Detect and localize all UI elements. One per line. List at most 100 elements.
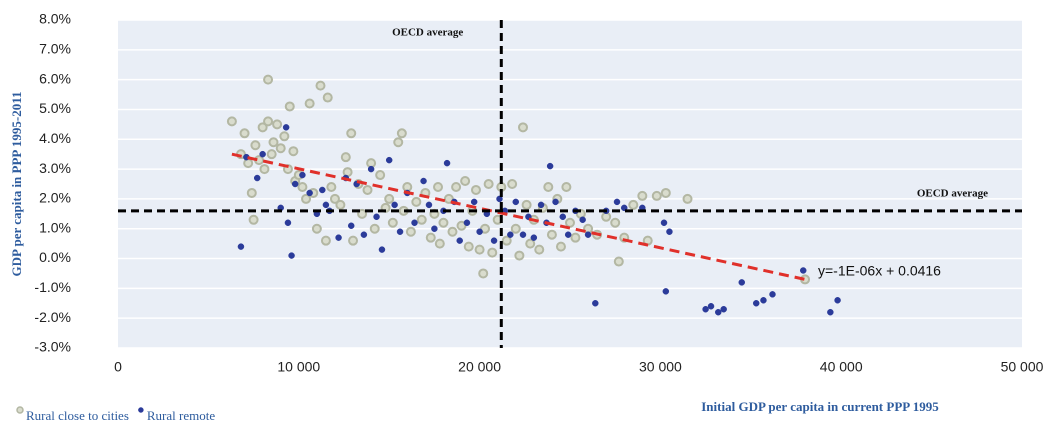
reference-label: OECD average	[917, 187, 988, 199]
point	[263, 74, 274, 85]
point	[651, 190, 662, 201]
point	[248, 214, 259, 225]
point	[320, 235, 331, 246]
point	[460, 176, 471, 187]
point	[237, 243, 245, 250]
point	[555, 241, 566, 252]
point	[470, 184, 481, 195]
legend-label: Rural remote	[147, 408, 215, 423]
point	[447, 226, 458, 237]
point	[304, 98, 315, 109]
point	[226, 116, 237, 127]
point	[348, 235, 359, 246]
point	[431, 225, 438, 232]
point	[369, 223, 380, 234]
point	[682, 193, 693, 204]
point	[243, 158, 254, 169]
point	[311, 223, 322, 234]
point	[525, 238, 536, 249]
point	[284, 101, 295, 112]
point	[537, 201, 545, 209]
point	[478, 268, 489, 279]
y-tick-label: 5.0%	[39, 100, 71, 116]
point	[543, 181, 554, 192]
point	[416, 214, 427, 225]
x-tick-label: 20 000	[458, 359, 501, 375]
point	[385, 156, 393, 164]
point	[326, 181, 337, 192]
point	[335, 199, 346, 210]
point	[517, 122, 528, 133]
point	[272, 119, 283, 130]
point	[474, 244, 485, 255]
point	[347, 222, 355, 229]
x-tick-label: 0	[114, 359, 122, 375]
point	[760, 297, 767, 304]
point	[738, 279, 746, 286]
point	[463, 241, 474, 252]
point	[561, 181, 572, 192]
trendline-label: y=-1E-06x + 0.0416	[818, 263, 941, 279]
point	[552, 198, 559, 206]
point	[546, 162, 554, 170]
point	[443, 159, 451, 167]
legend-marker	[138, 407, 144, 413]
point	[266, 149, 277, 160]
point	[282, 124, 290, 131]
point	[564, 231, 572, 238]
point	[425, 201, 433, 209]
point	[702, 305, 709, 313]
point	[637, 190, 648, 201]
point	[299, 171, 306, 179]
point	[360, 231, 368, 238]
x-tick-label: 10 000	[277, 359, 320, 375]
point	[319, 186, 326, 194]
point	[438, 217, 449, 228]
point	[340, 152, 351, 163]
point	[660, 219, 668, 227]
point	[519, 231, 527, 238]
point	[329, 193, 340, 204]
point	[259, 164, 270, 175]
point	[476, 228, 483, 235]
point	[322, 92, 333, 103]
point	[490, 237, 498, 244]
point	[268, 137, 279, 148]
point	[425, 232, 436, 243]
point	[507, 179, 518, 189]
y-tick-label: -1.0%	[34, 279, 71, 295]
point	[434, 238, 445, 249]
point	[834, 297, 841, 304]
point	[257, 122, 268, 133]
point	[291, 180, 299, 188]
point	[259, 150, 266, 158]
y-tick-label: -2.0%	[34, 309, 71, 325]
point	[342, 167, 353, 178]
point	[752, 300, 760, 307]
point	[306, 189, 313, 197]
point	[246, 187, 257, 198]
point	[456, 220, 467, 231]
point	[613, 256, 624, 267]
x-tick-label: 40 000	[820, 359, 863, 375]
point	[565, 217, 575, 228]
point	[662, 288, 670, 295]
point	[391, 201, 398, 209]
point	[463, 219, 471, 227]
point	[263, 116, 274, 127]
point	[362, 184, 373, 195]
point	[799, 267, 807, 274]
point	[584, 231, 592, 238]
point	[827, 308, 834, 316]
point	[579, 216, 586, 224]
point	[297, 181, 308, 192]
point	[322, 201, 330, 209]
x-tick-label: 30 000	[639, 359, 682, 375]
point	[496, 195, 503, 203]
point	[456, 237, 463, 244]
point	[507, 231, 514, 238]
point	[707, 303, 715, 310]
y-tick-label: 1.0%	[39, 219, 71, 235]
y-tick-label: 6.0%	[39, 70, 71, 86]
